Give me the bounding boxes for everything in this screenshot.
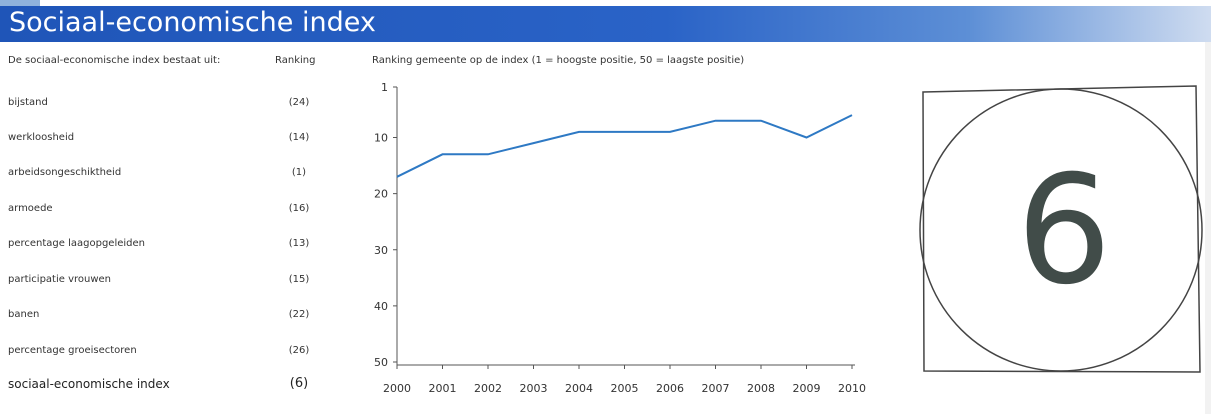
y-tick-label: 20 (374, 188, 388, 201)
component-rank-banen: (22) (288, 309, 310, 320)
x-tick-label: 2006 (656, 382, 684, 395)
ranking-series-line (396, 114, 853, 178)
x-tick-label: 2008 (747, 382, 775, 395)
total-index-rank: (6) (289, 376, 309, 391)
x-tick-label: 2009 (793, 382, 821, 395)
component-rank-bijstand: (24) (288, 97, 310, 108)
x-tick-label: 2004 (565, 382, 593, 395)
y-axis-ticks: 1 10 20 30 40 50 (374, 81, 397, 369)
component-label-participatie-vrouwen: participatie vrouwen (8, 274, 112, 285)
x-tick-label: 2007 (702, 382, 730, 395)
component-label-groeisectoren: percentage groeisectoren (8, 345, 137, 356)
x-tick-label: 2003 (520, 382, 548, 395)
total-index-label: sociaal-economische index (8, 377, 170, 391)
component-rank-participatie-vrouwen: (15) (288, 274, 310, 285)
ranking-heading: Ranking (275, 55, 316, 66)
ranking-badge: 6 (919, 85, 1203, 373)
header-tab-accent (0, 0, 40, 6)
component-label-werkloosheid: werkloosheid (8, 132, 75, 143)
component-rank-groeisectoren: (26) (288, 345, 310, 356)
component-label-arbeidsongeschiktheid: arbeidsongeschiktheid (8, 167, 122, 178)
chart-title: Ranking gemeente op de index (1 = hoogst… (372, 55, 745, 66)
x-axis-ticks: 2000 2001 2002 2003 2004 2005 2006 2007 2008 2009… (383, 365, 866, 395)
page-title: Sociaal-economische index (9, 7, 376, 38)
badge-value: 6 (1016, 144, 1111, 318)
y-tick-label: 40 (374, 300, 388, 313)
x-tick-label: 2005 (611, 382, 639, 395)
x-tick-label: 2000 (383, 382, 411, 395)
component-label-armoede: armoede (8, 203, 53, 214)
x-tick-label: 2002 (474, 382, 502, 395)
y-tick-label: 30 (374, 244, 388, 257)
y-tick-label: 10 (374, 132, 388, 145)
y-tick-label: 50 (374, 356, 388, 369)
header-bar: Sociaal-economische index (0, 6, 1211, 42)
badge-circle (919, 88, 1203, 372)
x-tick-label: 2001 (429, 382, 457, 395)
component-rank-arbeidsongeschiktheid: (1) (291, 167, 307, 178)
x-tick-label: 2010 (838, 382, 866, 395)
component-rank-laagopgeleiden: (13) (288, 238, 310, 249)
component-label-banen: banen (8, 309, 40, 320)
component-label-laagopgeleiden: percentage laagopgeleiden (8, 238, 146, 249)
component-label-bijstand: bijstand (8, 97, 48, 108)
component-rank-werkloosheid: (14) (288, 132, 310, 143)
ranking-line-chart: 1 10 20 30 40 50 2000 2001 2002 2003 2004 2005 2006… (374, 81, 866, 395)
component-rank-armoede: (16) (288, 203, 310, 214)
components-heading: De sociaal-economische index bestaat uit… (8, 55, 221, 66)
badge-frame (922, 85, 1201, 373)
y-tick-label: 1 (381, 81, 388, 94)
scrollbar-track (1205, 42, 1211, 414)
